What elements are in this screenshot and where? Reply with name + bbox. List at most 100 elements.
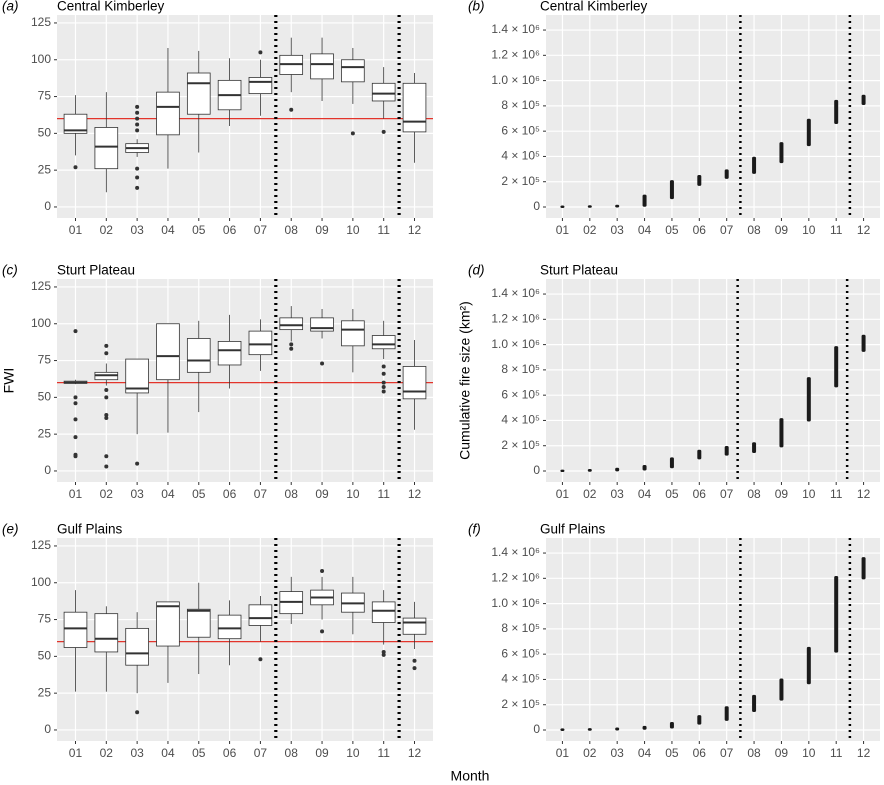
x-tick-label: 09 xyxy=(315,487,329,501)
range-bar xyxy=(615,467,620,472)
y-tick-label: 0 xyxy=(44,722,51,736)
x-tick-label: 07 xyxy=(254,223,268,237)
range-bar xyxy=(861,94,866,105)
y-tick-label: 4 × 10⁵ xyxy=(501,672,540,686)
x-tick-label: 07 xyxy=(720,746,734,760)
range-bar xyxy=(834,346,839,388)
y-tick-label: 1.2 × 10⁶ xyxy=(491,570,540,584)
y-tick-label: 25 xyxy=(38,685,52,699)
y-tick-label: 8 × 10⁵ xyxy=(501,362,540,376)
outlier xyxy=(381,364,386,369)
x-tick-label: 01 xyxy=(556,223,570,237)
outlier xyxy=(412,658,417,663)
panel-background xyxy=(57,538,433,741)
x-tick-label: 04 xyxy=(161,487,175,501)
x-tick-label: 06 xyxy=(223,223,237,237)
x-tick-label: 08 xyxy=(747,223,761,237)
box xyxy=(156,323,180,381)
range-bar xyxy=(724,445,729,456)
range-bar xyxy=(806,118,811,147)
panel-background xyxy=(546,15,880,218)
x-tick-label: 03 xyxy=(130,223,144,237)
box xyxy=(402,82,427,133)
x-tick-label: 05 xyxy=(665,223,679,237)
y-tick-label: 25 xyxy=(38,162,52,176)
box xyxy=(341,320,365,347)
outlier xyxy=(320,361,325,366)
box xyxy=(63,611,88,648)
x-tick-label: 11 xyxy=(830,223,843,237)
x-tick-label: 06 xyxy=(693,223,707,237)
x-tick-label: 06 xyxy=(693,746,707,760)
panel-title: Central Kimberley xyxy=(57,0,165,14)
range-bar xyxy=(834,99,839,124)
y-tick-label: 100 xyxy=(31,316,51,330)
range-bar xyxy=(752,156,757,174)
outlier xyxy=(320,568,325,573)
range-bar xyxy=(779,418,784,448)
range-bar xyxy=(642,464,647,471)
box xyxy=(371,601,396,623)
range-bar xyxy=(724,706,729,721)
range-bar xyxy=(724,169,729,179)
outlier xyxy=(104,413,109,418)
x-tick-label: 08 xyxy=(747,746,761,760)
outlier xyxy=(73,329,78,334)
range-bar xyxy=(861,334,866,352)
panel-tag: (f) xyxy=(468,522,481,537)
y-tick-label: 6 × 10⁵ xyxy=(501,387,540,401)
box xyxy=(186,608,211,638)
box xyxy=(186,72,211,115)
y-tick-label: 100 xyxy=(31,52,51,66)
range-bar xyxy=(669,180,674,200)
panel-background xyxy=(57,279,433,482)
x-tick-label: 01 xyxy=(69,223,83,237)
x-tick-label: 05 xyxy=(665,487,679,501)
x-tick-label: 07 xyxy=(254,746,268,760)
y-tick-label: 4 × 10⁵ xyxy=(501,413,540,427)
x-tick-label: 05 xyxy=(192,746,206,760)
outlier xyxy=(381,380,386,385)
outlier xyxy=(73,435,78,440)
x-tick-label: 08 xyxy=(285,223,299,237)
range-bar xyxy=(642,725,647,730)
x-tick-label: 12 xyxy=(857,487,871,501)
x-tick-label: 03 xyxy=(130,746,144,760)
outlier xyxy=(381,385,386,390)
outlier xyxy=(258,657,263,662)
x-tick-label: 06 xyxy=(223,487,237,501)
x-tick-label: 11 xyxy=(377,746,390,760)
box xyxy=(94,613,119,653)
x-tick-label: 01 xyxy=(69,487,83,501)
x-tick-label: 05 xyxy=(192,223,206,237)
outlier xyxy=(104,464,109,469)
outlier xyxy=(73,401,78,406)
range-bar xyxy=(806,377,811,422)
outlier xyxy=(73,454,78,459)
y-tick-label: 50 xyxy=(38,126,52,140)
range-bar xyxy=(779,678,784,701)
x-tick-label: 04 xyxy=(638,223,652,237)
x-tick-label: 06 xyxy=(693,487,707,501)
x-tick-label: 04 xyxy=(161,223,175,237)
panel-tag: (a) xyxy=(2,0,19,14)
y-tick-label: 0 xyxy=(533,722,540,736)
x-tick-label: 03 xyxy=(611,487,625,501)
y-tick-label: 0 xyxy=(44,199,51,213)
x-tick-label: 02 xyxy=(100,746,114,760)
y-tick-label: 1.0 × 10⁶ xyxy=(491,73,540,87)
x-tick-label: 12 xyxy=(857,746,871,760)
x-tick-label: 03 xyxy=(611,746,625,760)
y-tick-label: 125 xyxy=(31,538,51,552)
x-tick-label: 02 xyxy=(100,223,114,237)
y-tick-label: 1.0 × 10⁶ xyxy=(491,596,540,610)
x-tick-label: 09 xyxy=(315,746,329,760)
outlier xyxy=(135,461,140,466)
box xyxy=(186,338,211,373)
panel-title: Sturt Plateau xyxy=(540,263,618,278)
y-tick-label: 125 xyxy=(31,15,51,29)
outlier xyxy=(135,128,140,133)
x-tick-label: 06 xyxy=(223,746,237,760)
panel-background xyxy=(546,279,880,482)
panel-title: Central Kimberley xyxy=(540,0,648,14)
